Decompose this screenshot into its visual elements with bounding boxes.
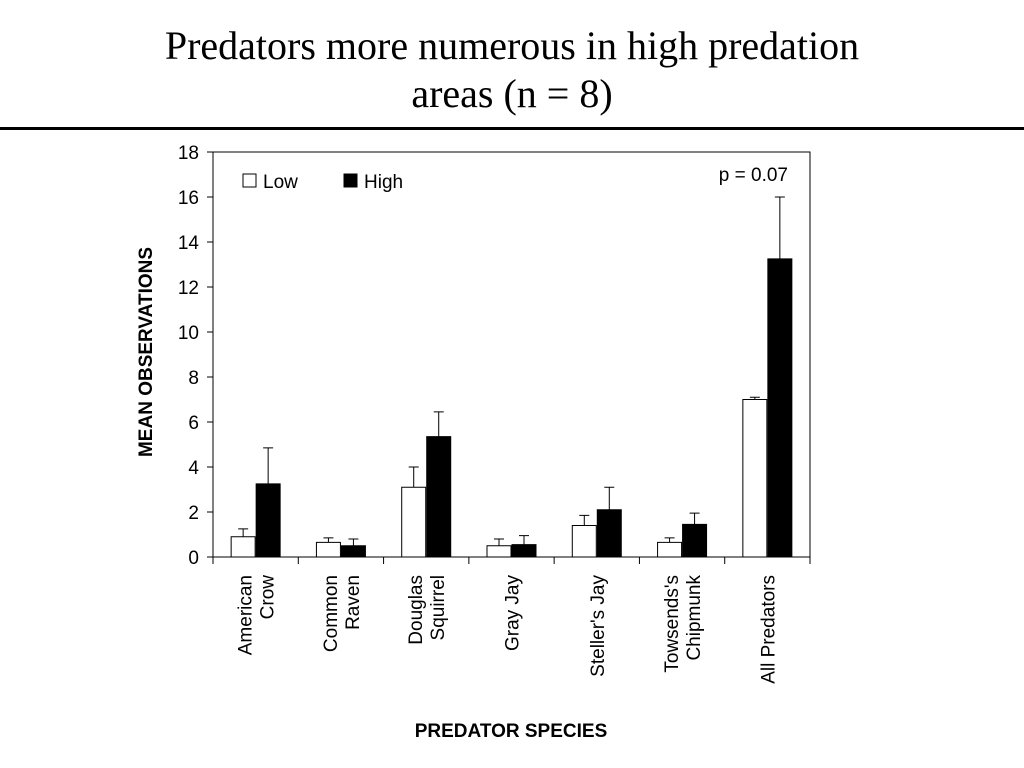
y-tick-label: 16 [178, 188, 199, 209]
y-tick-label: 18 [178, 143, 199, 164]
y-axis-label: MEAN OBSERVATIONS [136, 247, 157, 457]
bar-low [571, 525, 597, 558]
bar-high [682, 523, 708, 558]
x-axis-label: PREDATOR SPECIES [415, 721, 608, 742]
x-category-label-line: Crow [258, 575, 279, 620]
x-category-label-line: Squirrel [428, 575, 449, 640]
x-category-label-line: All Predators [758, 575, 779, 684]
chart-axes [207, 151, 811, 564]
legend-swatch-low [242, 173, 257, 188]
p-value-annotation: p = 0.07 [719, 165, 788, 186]
y-tick-label: 10 [178, 323, 199, 344]
bar-high [340, 545, 366, 558]
y-tick-label: 2 [188, 503, 199, 524]
x-category-label: Douglas Squirrel [406, 575, 449, 645]
slide-title: Predators more numerous in high predatio… [0, 22, 1024, 118]
x-category-label-line: Common [321, 575, 342, 652]
x-category-label-line: Gray Jay [503, 575, 524, 652]
bar-low [657, 541, 683, 558]
x-category-label: Common Raven [321, 575, 364, 652]
bar-low [315, 541, 341, 558]
legend-label-low: Low [263, 172, 298, 193]
bar-high [596, 509, 622, 558]
x-category-label-line: Towsends's [662, 575, 683, 673]
chart-labels: 0 2 4 6 8 10 12 14 16 18 American Crow Common Raven Do… [178, 143, 779, 684]
bar-high [255, 483, 281, 558]
x-category-label: Steller's Jay [588, 575, 609, 677]
y-tick-label: 6 [188, 413, 199, 434]
legend-label-high: High [364, 172, 403, 193]
x-category-label: Gray Jay [503, 575, 524, 652]
chart-bars [230, 258, 793, 558]
y-tick-label: 4 [188, 458, 199, 479]
y-tick-label: 14 [178, 233, 200, 254]
x-category-label-line: American [236, 575, 257, 655]
bar-low [486, 545, 512, 558]
y-tick-label: 12 [178, 278, 199, 299]
bar-low [742, 399, 768, 558]
x-category-label: American Crow [236, 575, 279, 656]
bar-high [511, 544, 537, 558]
x-category-label: All Predators [758, 575, 779, 684]
slide-title-line-2: areas (n = 8) [411, 71, 613, 116]
plot-frame [212, 151, 811, 558]
bar-high [767, 258, 793, 558]
x-category-label-line: Raven [343, 575, 364, 630]
x-category-label: Towsends's Chipmunk [662, 575, 705, 673]
chart-legend: Low High [242, 172, 403, 193]
title-divider [0, 127, 1024, 130]
legend-swatch-high [343, 173, 358, 188]
x-category-label-line: Steller's Jay [588, 575, 609, 677]
bar-high [426, 436, 452, 558]
y-tick-label: 0 [188, 548, 199, 569]
x-category-label-line: Chipmunk [684, 575, 705, 661]
chart-error-bars [238, 196, 785, 546]
slide-title-line-1: Predators more numerous in high predatio… [164, 23, 860, 68]
x-category-label-line: Douglas [406, 575, 427, 645]
bar-low [230, 536, 256, 558]
y-tick-label: 8 [188, 368, 199, 389]
bar-low [401, 486, 427, 558]
